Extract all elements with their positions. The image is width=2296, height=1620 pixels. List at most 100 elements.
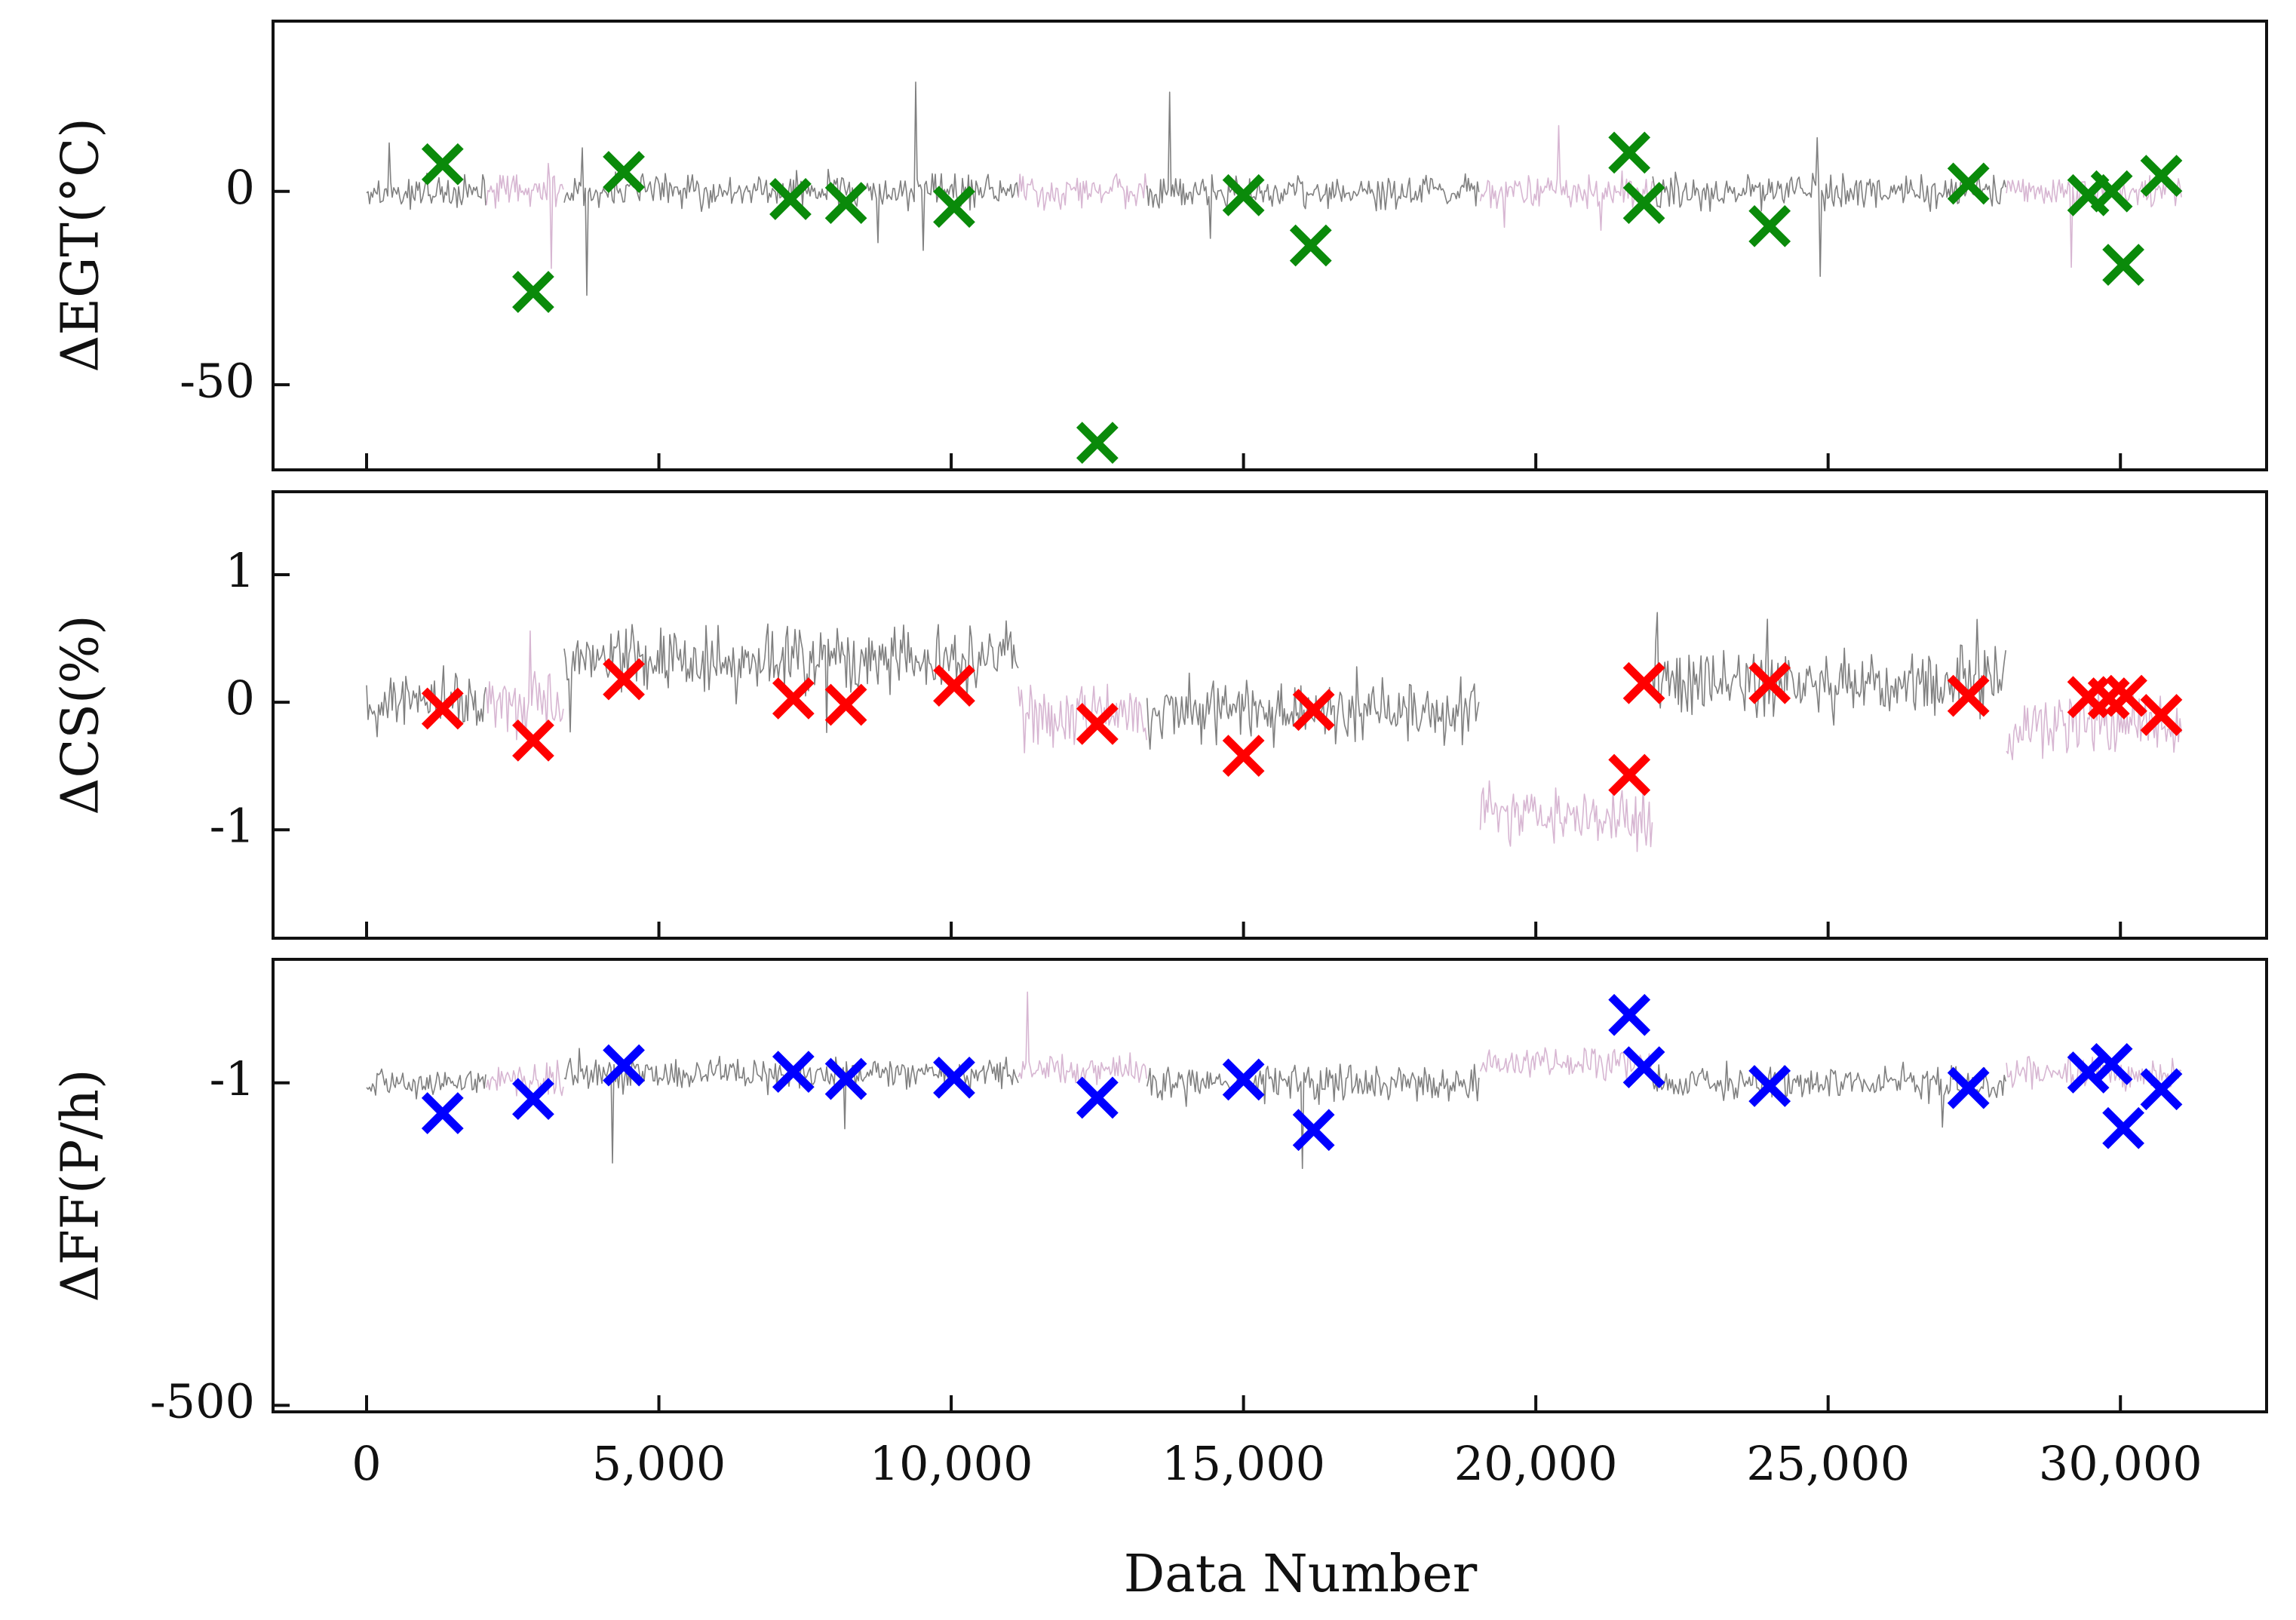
residual-trace-segment <box>1018 991 1147 1085</box>
data-point-x-marker <box>824 182 867 224</box>
panel-ff: -1 -500 ΔFF(P/h) <box>51 958 2268 1429</box>
residual-trace-segment <box>1018 173 1147 211</box>
data-point-x-marker <box>1622 182 1665 224</box>
data-point-x-marker <box>1748 204 1791 247</box>
y-tick-label: -50 <box>180 353 255 408</box>
data-point-x-marker <box>2140 694 2183 736</box>
x-tick-label: 30,000 <box>2039 1436 2202 1491</box>
data-point-x-marker <box>1289 224 1332 267</box>
x-tick-label: 0 <box>351 1436 381 1491</box>
data-point-x-marker <box>1222 1058 1265 1101</box>
data-point-x-marker <box>772 677 815 719</box>
data-point-x-marker <box>421 1092 464 1134</box>
data-point-x-marker <box>421 687 464 730</box>
data-point-x-marker <box>603 658 645 701</box>
y-tick-label: 0 <box>226 670 255 726</box>
x-tick-label: 20,000 <box>1454 1436 1618 1491</box>
panel-cs-y-label: ΔCS(%) <box>51 615 111 815</box>
panel-ff-y-label: ΔFF(P/h) <box>51 1069 111 1302</box>
data-point-x-marker <box>1608 993 1651 1036</box>
data-point-x-marker <box>824 1057 867 1100</box>
y-tick-label: -1 <box>210 798 255 853</box>
data-point-x-marker <box>2067 1051 2110 1094</box>
y-tick-label: 0 <box>226 160 255 215</box>
residual-trace-segment <box>1479 780 1653 852</box>
data-point-x-marker <box>933 186 975 229</box>
residual-trace-segment <box>1652 137 2006 278</box>
data-point-x-marker <box>603 151 645 193</box>
residual-trace-segment <box>366 1068 487 1100</box>
data-point-x-marker <box>512 271 554 313</box>
panel-egt-y-label: ΔEGT(°C) <box>51 118 111 373</box>
data-point-x-marker <box>1622 661 1665 704</box>
panel-cs-frame <box>272 490 2268 940</box>
residual-trace-segment <box>486 1060 564 1097</box>
x-tick-labels: 0 5,000 10,000 15,000 20,000 25,000 30,000 <box>351 1436 2202 1491</box>
residual-trace-segment <box>1652 612 2006 726</box>
data-point-x-marker <box>2140 1068 2183 1111</box>
residual-trace-segment <box>1479 124 1653 232</box>
y-tick-label: -1 <box>210 1051 255 1106</box>
data-point-x-marker <box>1292 1109 1335 1152</box>
panel-cs: 1 0 -1 ΔCS(%) <box>51 490 2268 940</box>
data-point-x-marker <box>1622 1046 1665 1089</box>
data-point-x-marker <box>1076 1076 1119 1119</box>
data-point-x-marker <box>1608 753 1651 796</box>
residual-trace-segment <box>1146 91 1480 239</box>
data-point-x-marker <box>2090 170 2133 213</box>
residual-trace-segment <box>1146 1063 1480 1169</box>
data-point-x-marker <box>512 719 554 762</box>
panel-ff-frame <box>272 958 2268 1413</box>
data-point-x-marker <box>2102 1106 2144 1149</box>
x-tick-label: 15,000 <box>1162 1436 1325 1491</box>
residual-trace-segment <box>1652 1060 2006 1128</box>
residual-trace-segment <box>486 630 564 741</box>
panel-egt-frame <box>272 20 2268 471</box>
y-tick-label: -500 <box>150 1374 255 1429</box>
x-tick-label: 10,000 <box>870 1436 1033 1491</box>
residual-trace-segment <box>1479 1047 1653 1082</box>
data-point-x-marker <box>769 178 812 220</box>
x-tick-label: 25,000 <box>1746 1436 1910 1491</box>
data-point-x-marker <box>1292 689 1335 732</box>
residual-trace-segment <box>486 162 564 269</box>
x-axis-label: Data Number <box>1124 1545 1478 1604</box>
data-point-x-marker <box>824 683 867 726</box>
data-point-x-marker <box>933 1056 975 1099</box>
panel-egt-y-ticks: 0 -50 <box>180 160 290 408</box>
residual-trace-segment <box>366 665 487 738</box>
residual-trace-segment <box>1018 683 1147 753</box>
panel-cs-y-ticks: 1 0 -1 <box>210 543 290 853</box>
data-point-x-marker <box>1608 131 1651 174</box>
panel-egt-markers <box>421 131 2183 464</box>
data-point-x-marker <box>512 1078 554 1121</box>
data-point-x-marker <box>1947 674 1990 717</box>
panel-cs-x-ticks <box>365 922 2123 938</box>
data-point-x-marker <box>2105 674 2147 717</box>
data-point-x-marker <box>1947 1066 1990 1109</box>
data-point-x-marker <box>2140 155 2183 198</box>
data-point-x-marker <box>1222 735 1265 778</box>
data-point-x-marker <box>2090 1042 2133 1085</box>
data-point-x-marker <box>1076 422 1119 464</box>
x-tick-label: 5,000 <box>592 1436 726 1491</box>
data-point-x-marker <box>603 1044 645 1087</box>
data-point-x-marker <box>772 1051 815 1094</box>
panel-egt-residual-lines <box>366 81 2182 296</box>
panel-ff-x-ticks <box>365 1395 2123 1412</box>
y-tick-label: 1 <box>226 543 255 598</box>
panel-ff-markers <box>421 993 2183 1152</box>
data-point-x-marker <box>1947 162 1990 205</box>
residual-trace-segment <box>1146 666 1480 750</box>
data-point-x-marker <box>2102 244 2144 287</box>
residual-trace-segment <box>563 81 1019 296</box>
panel-ff-y-ticks: -1 -500 <box>150 1051 290 1429</box>
data-point-x-marker <box>421 143 464 186</box>
data-point-x-marker <box>1748 661 1791 704</box>
data-point-x-marker <box>1076 702 1119 745</box>
panel-cs-residual-lines <box>366 612 2182 852</box>
panel-egt-x-ticks <box>365 453 2123 470</box>
panel-cs-markers <box>421 658 2183 796</box>
data-point-x-marker <box>933 664 975 707</box>
